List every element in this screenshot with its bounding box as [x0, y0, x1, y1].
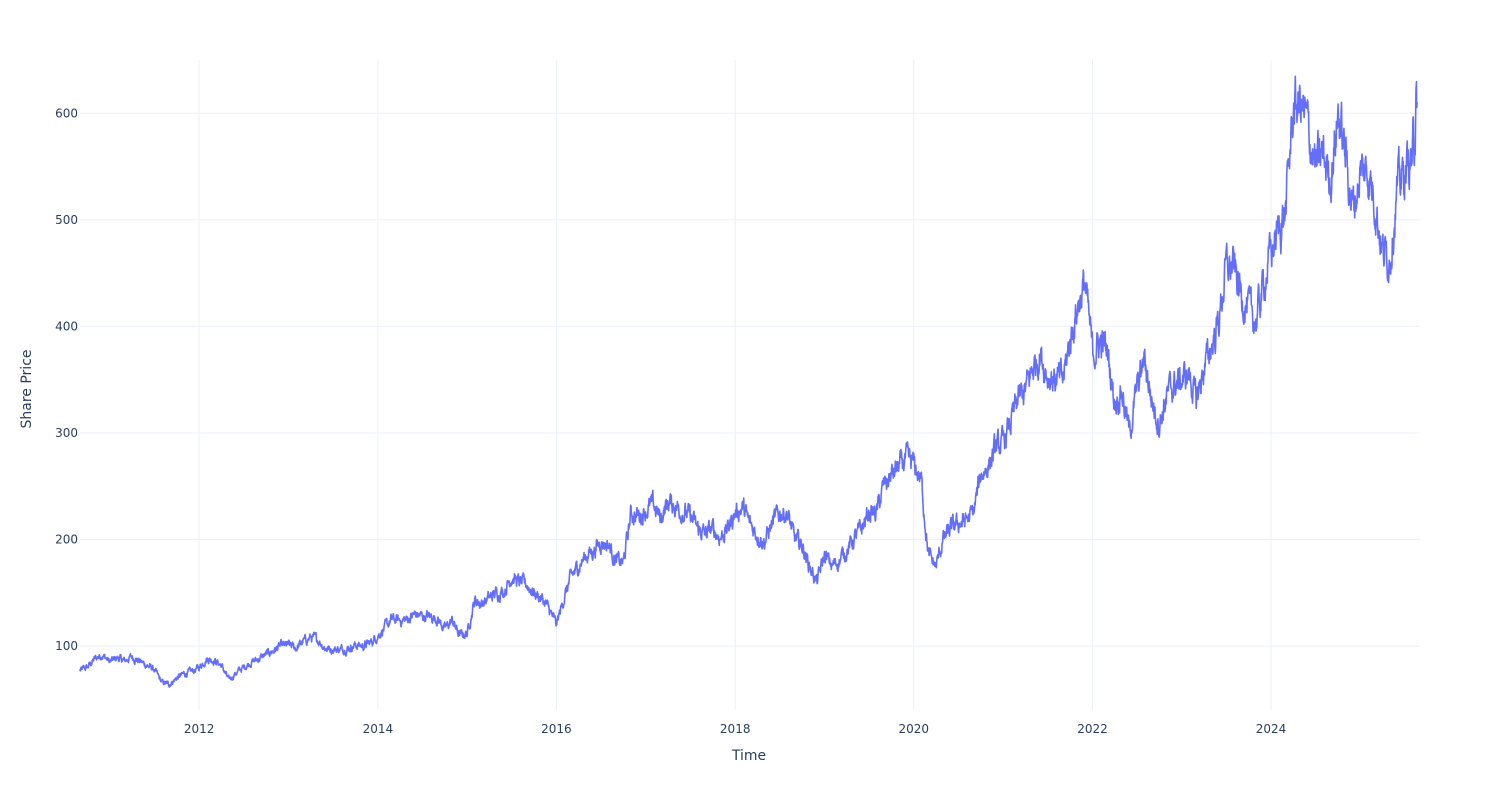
grid-lines — [80, 60, 1420, 710]
x-tick-label: 2024 — [1256, 722, 1287, 736]
x-tick-label: 2012 — [184, 722, 215, 736]
tick-labels: 2012 2014 2016 2018 2020 2022 2024 100 200 300 400… — [55, 106, 1286, 736]
share-price-line — [79, 75, 1418, 688]
y-tick-label: 600 — [55, 106, 78, 120]
x-tick-label: 2020 — [898, 722, 929, 736]
x-tick-label: 2018 — [720, 722, 751, 736]
y-axis-title: Share Price — [19, 349, 35, 428]
y-tick-label: 400 — [55, 319, 78, 333]
y-tick-label: 500 — [55, 213, 78, 227]
x-tick-label: 2022 — [1077, 722, 1108, 736]
x-tick-label: 2014 — [363, 722, 394, 736]
y-tick-label: 300 — [55, 426, 78, 440]
x-axis-title: Time — [731, 748, 766, 764]
y-tick-label: 200 — [55, 533, 78, 547]
y-tick-label: 100 — [55, 639, 78, 653]
x-tick-label: 2016 — [541, 722, 572, 736]
